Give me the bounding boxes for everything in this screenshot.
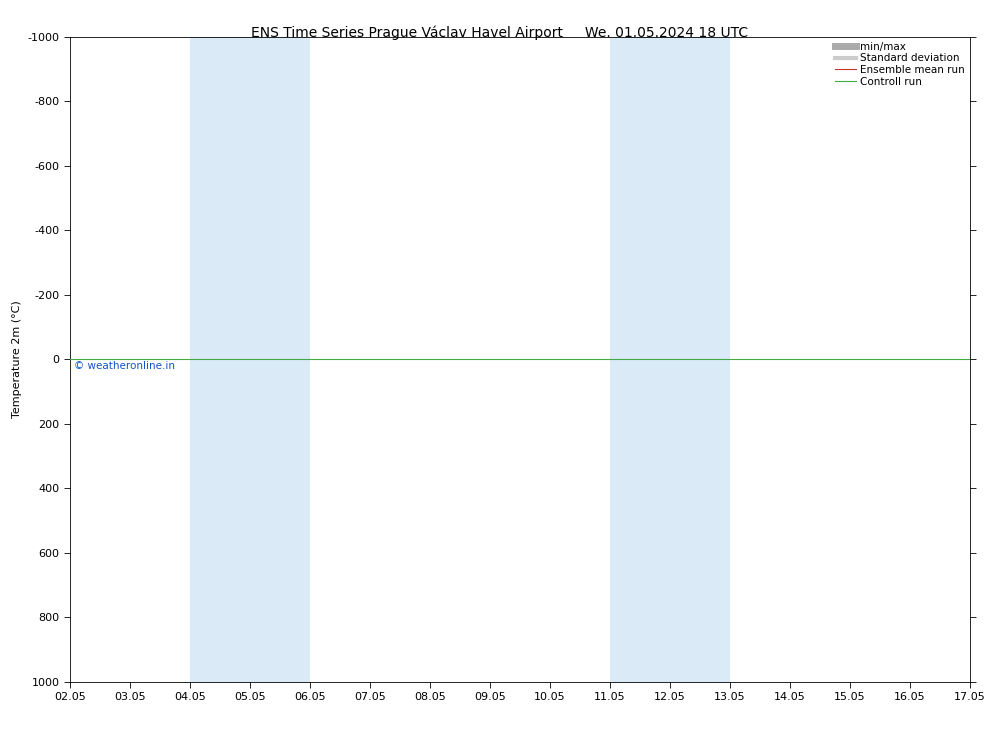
- Bar: [670, 37, 730, 682]
- Text: © weatheronline.in: © weatheronline.in: [74, 361, 176, 371]
- Bar: [610, 37, 670, 682]
- Legend: min/max, Standard deviation, Ensemble mean run, Controll run: min/max, Standard deviation, Ensemble me…: [833, 40, 967, 89]
- Y-axis label: Temperature 2m (°C): Temperature 2m (°C): [12, 301, 22, 418]
- Bar: [190, 37, 250, 682]
- Bar: [250, 37, 310, 682]
- Text: ENS Time Series Prague Václav Havel Airport     We. 01.05.2024 18 UTC: ENS Time Series Prague Václav Havel Airp…: [251, 26, 749, 40]
